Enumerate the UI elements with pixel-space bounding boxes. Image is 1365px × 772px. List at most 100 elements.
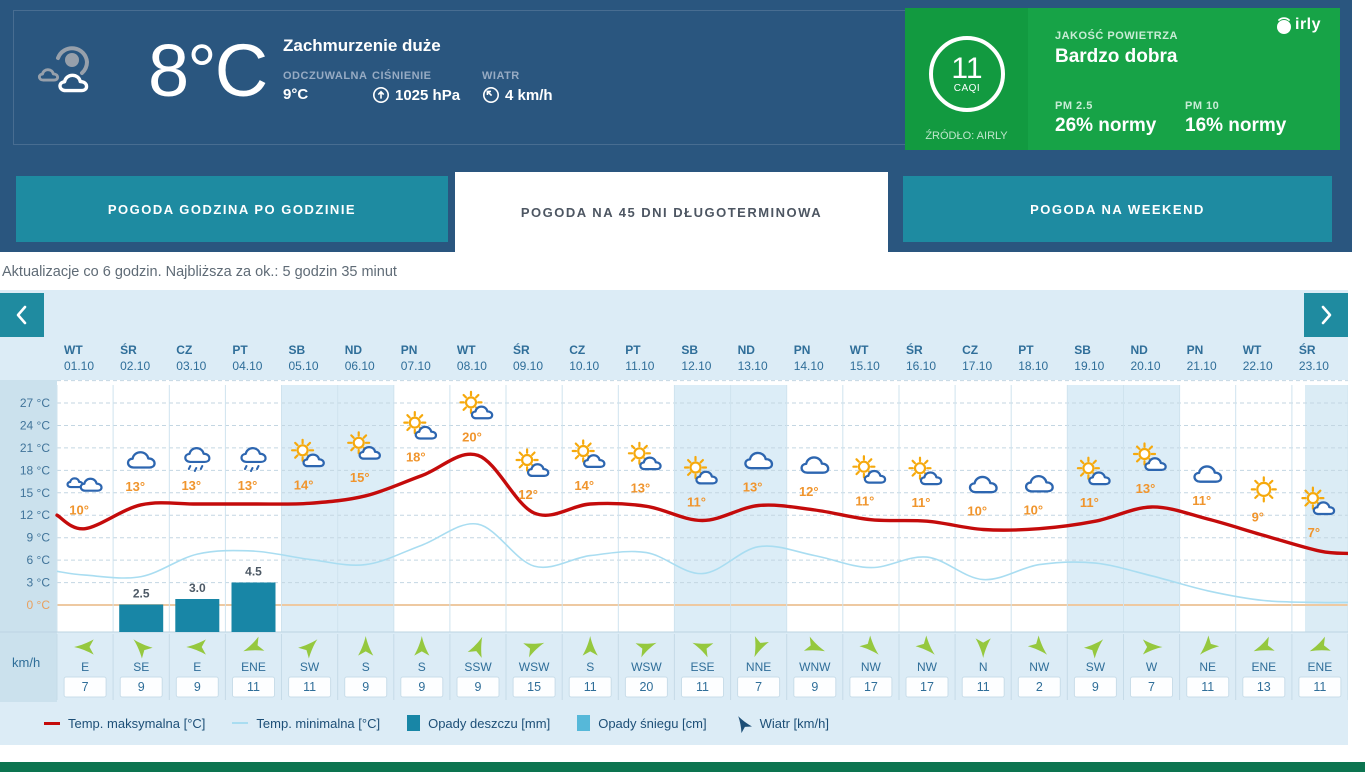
- day-column-header: WT 08.10: [457, 343, 487, 373]
- svg-text:WT: WT: [64, 343, 83, 357]
- prev-days-button[interactable]: [0, 293, 44, 337]
- y-axis-label: 21 °C: [20, 441, 50, 455]
- chevron-right-icon: [1321, 305, 1332, 325]
- day-temp-label: 20°: [462, 429, 482, 444]
- svg-text:06.10: 06.10: [345, 359, 375, 373]
- svg-text:WT: WT: [1243, 343, 1262, 357]
- rain-bar: [119, 604, 164, 632]
- tab-hourly[interactable]: POGODA GODZINA PO GODZINIE: [16, 176, 448, 242]
- svg-text:CZ: CZ: [569, 343, 585, 357]
- rain-bar-value: 4.5: [245, 565, 262, 579]
- next-days-button[interactable]: [1304, 293, 1348, 337]
- svg-text:WT: WT: [457, 343, 476, 357]
- max-temp-curve: [55, 452, 1350, 556]
- svg-text:17.10: 17.10: [962, 359, 992, 373]
- svg-text:15.10: 15.10: [850, 359, 880, 373]
- moon-clouds-icon: [37, 46, 90, 93]
- wind-speed-box: [849, 676, 893, 698]
- wind-unit-label: km/h: [12, 655, 40, 670]
- wind-speed-box: [288, 676, 332, 698]
- wind-speed: 20: [639, 680, 653, 694]
- day-column-header: PN 14.10: [794, 343, 824, 373]
- wind-direction: E: [81, 660, 89, 674]
- wind-arrow-icon: [1027, 635, 1048, 655]
- tab-45-days[interactable]: POGODA NA 45 DNI DŁUGOTERMINOWA: [455, 172, 888, 252]
- svg-text:ŚR: ŚR: [513, 342, 530, 357]
- wind-arrow-icon: [186, 639, 206, 655]
- y-axis-label: 3 °C: [27, 576, 51, 590]
- svg-text:PN: PN: [794, 343, 811, 357]
- wind-speed: 9: [475, 680, 482, 694]
- day-column-header: PT 11.10: [625, 343, 654, 373]
- svg-text:ND: ND: [738, 343, 756, 357]
- weather-icon-sun-cloud: [852, 455, 887, 484]
- svg-text:05.10: 05.10: [289, 359, 319, 373]
- day-temp-label: 10°: [967, 504, 987, 519]
- wind-arrow-icon: [133, 639, 153, 659]
- wind-arrow-icon: [467, 636, 483, 658]
- wind-speed: 11: [1201, 680, 1214, 694]
- tab-weekend[interactable]: POGODA NA WEEKEND: [903, 176, 1332, 242]
- weather-icon-cloud: [744, 451, 774, 470]
- pressure-value: 1025 hPa: [395, 86, 461, 104]
- airly-logo-text: irly: [1295, 16, 1322, 33]
- legend-item: Temp. minimalna [°C]: [232, 716, 380, 731]
- day-column-header: ŚR 02.10: [120, 342, 150, 373]
- day-temp-label: 11°: [687, 495, 706, 510]
- pressure-stat: CIŚNIENIE 1025 hPa: [372, 70, 460, 104]
- svg-text:ND: ND: [345, 343, 363, 357]
- wind-speed: 11: [303, 680, 316, 694]
- chart-canvas-host: 27 °C 24 °C 21 °C 18 °C 15 °C 12 °C 9 °C 6 °C 3 …: [0, 290, 1350, 750]
- wind-direction: E: [193, 660, 201, 674]
- wind-arrow-icon: [298, 639, 318, 659]
- wind-speed-box: [793, 676, 837, 698]
- chart-legend: Temp. maksymalna [°C] Temp. minimalna [°C…: [0, 703, 1348, 743]
- legend-label: Opady deszczu [mm]: [428, 715, 551, 731]
- day-column-header: SB 05.10: [289, 343, 319, 373]
- svg-text:07.10: 07.10: [401, 359, 431, 373]
- forecast-chart: 27 °C 24 °C 21 °C 18 °C 15 °C 12 °C 9 °C 6 °C 3 …: [0, 290, 1350, 745]
- svg-text:ŚR: ŚR: [1299, 342, 1316, 357]
- wind-direction: WSW: [631, 660, 662, 674]
- wind-speed-box: [568, 676, 612, 698]
- y-axis-strip: [0, 380, 57, 702]
- wind-speed: 17: [864, 680, 878, 694]
- wind-direction: S: [362, 660, 370, 674]
- wind-speed-box: [400, 676, 444, 698]
- wind-speed: 9: [418, 680, 425, 694]
- day-temp-label: 13°: [181, 478, 201, 493]
- svg-text:PN: PN: [401, 343, 418, 357]
- weather-icon-sun-cloud: [515, 448, 550, 478]
- day-column-header: ŚR 23.10: [1299, 342, 1329, 373]
- svg-text:01.10: 01.10: [64, 359, 94, 373]
- svg-text:PT: PT: [232, 343, 248, 357]
- legend-swatch: [232, 722, 249, 724]
- wind-speed: 9: [194, 680, 201, 694]
- svg-text:13.10: 13.10: [738, 359, 768, 373]
- wind-speed: 11: [584, 680, 597, 694]
- legend-swatch: [407, 715, 421, 731]
- wind-direction: ENE: [1251, 660, 1276, 674]
- weather-icon-cloud: [1024, 474, 1054, 493]
- wind-speed-box: [175, 676, 219, 698]
- day-temp-label: 13°: [125, 479, 145, 494]
- wind-arrow-icon: [692, 642, 714, 658]
- day-column-header: SB 12.10: [681, 343, 711, 373]
- wind-speed-box: [1017, 676, 1061, 698]
- wind-direction: W: [1146, 660, 1158, 674]
- aq-source: ŹRÓDŁO: AIRLY: [925, 130, 1008, 142]
- svg-text:SB: SB: [1074, 343, 1091, 357]
- wind-arrow-icon: [1199, 635, 1220, 655]
- wind-arrow-icon: [358, 636, 374, 656]
- weather-icon-rain: [184, 447, 211, 472]
- wind-speed-box: [344, 676, 388, 698]
- weather-icon-cloud: [126, 451, 156, 469]
- svg-text:02.10: 02.10: [120, 359, 150, 373]
- svg-text:03.10: 03.10: [176, 359, 206, 373]
- wind-direction: N: [979, 660, 988, 674]
- svg-text:PT: PT: [625, 343, 641, 357]
- weather-icon-sun: [1250, 476, 1277, 503]
- weather-header: 8°C Zachmurzenie duże ODCZUWALNA 9°C CIŚ…: [0, 0, 1352, 252]
- svg-text:22.10: 22.10: [1243, 359, 1273, 373]
- update-info: Aktualizacje co 6 godzin. Najbliższa za …: [2, 264, 397, 280]
